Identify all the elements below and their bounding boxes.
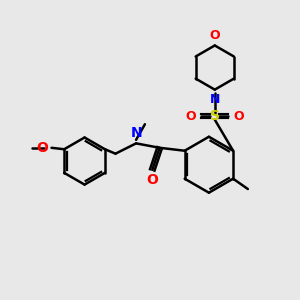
Text: S: S	[210, 109, 220, 123]
Text: O: O	[36, 141, 48, 155]
Text: O: O	[233, 110, 244, 123]
Text: N: N	[130, 126, 142, 140]
Text: O: O	[146, 173, 158, 187]
Text: O: O	[209, 29, 220, 42]
Text: N: N	[210, 93, 220, 106]
Text: O: O	[186, 110, 196, 123]
